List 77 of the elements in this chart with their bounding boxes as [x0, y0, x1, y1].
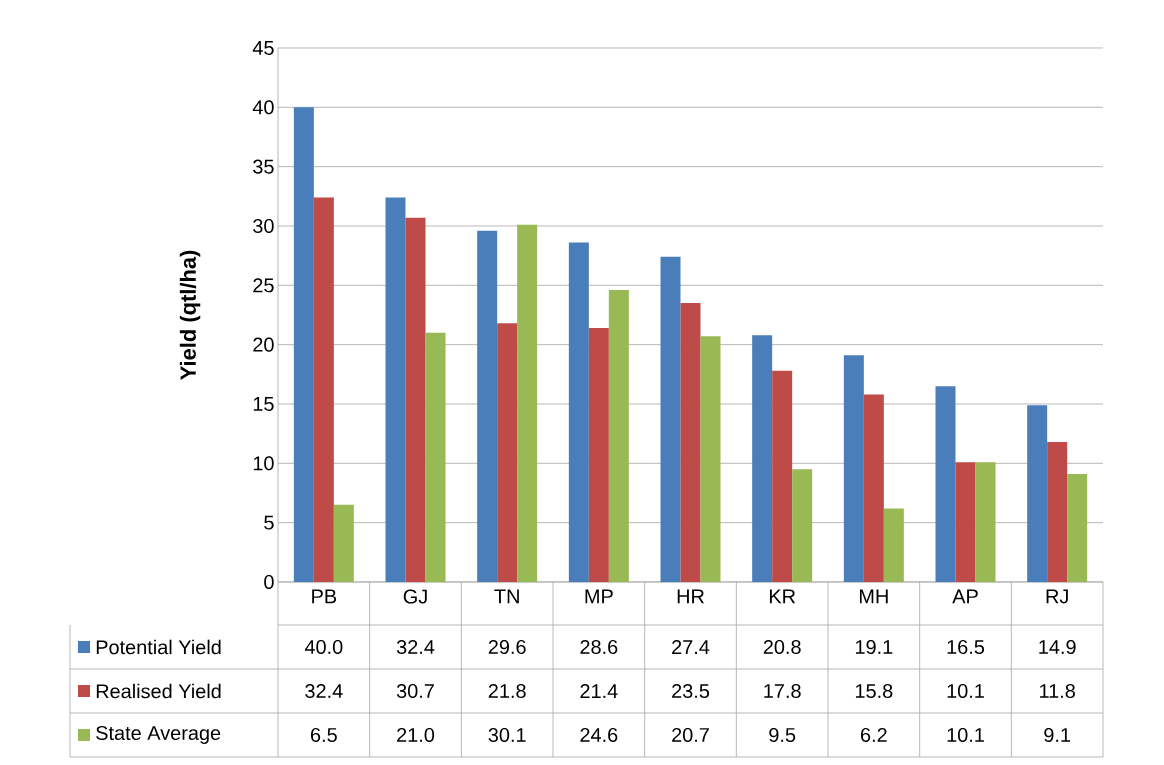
data-label: 23.5 — [672, 683, 710, 699]
x-tick-label: TN — [494, 589, 519, 604]
data-label: 40.0 — [304, 639, 343, 655]
y-tick-label: 15 — [253, 397, 274, 411]
bar — [313, 197, 334, 582]
data-label: 29.6 — [488, 639, 526, 655]
y-tick-label: 5 — [264, 515, 274, 530]
legend-label: Potential Yield — [96, 639, 221, 655]
bar — [975, 462, 996, 582]
x-tick-label: HR — [677, 589, 704, 604]
bar — [425, 332, 446, 582]
legend-label: State Average — [96, 725, 221, 745]
bar — [477, 230, 498, 582]
bar — [497, 323, 518, 582]
x-tick-label: AP — [952, 589, 978, 604]
x-tick-label: PB — [312, 589, 337, 604]
bar — [588, 328, 609, 582]
data-label: 30.7 — [396, 683, 434, 699]
bar — [1067, 474, 1088, 582]
bar — [385, 197, 406, 582]
bar — [863, 394, 884, 582]
data-label: 11.8 — [1040, 683, 1075, 699]
y-tick-label: 0 — [264, 574, 274, 590]
bar — [405, 217, 426, 582]
data-label: 27.4 — [672, 640, 710, 654]
data-label: 24.6 — [580, 727, 618, 743]
data-label: 16.5 — [947, 639, 985, 655]
y-tick-label: 10 — [253, 456, 274, 471]
data-label: 10.1 — [947, 727, 984, 743]
bar — [660, 256, 681, 582]
data-label: 32.4 — [396, 639, 435, 655]
data-label: 14.9 — [1039, 639, 1076, 655]
bar — [955, 462, 976, 582]
bar — [792, 469, 813, 582]
x-tick-label: MP — [585, 589, 613, 604]
data-label: 30.1 — [488, 727, 526, 743]
data-label: 15.8 — [855, 683, 893, 699]
bar — [700, 336, 721, 582]
y-axis-title: Yield (qtl/ha) — [179, 250, 201, 380]
data-label: 28.6 — [580, 639, 618, 655]
data-label: 9.5 — [769, 727, 796, 743]
bar — [608, 290, 629, 582]
bar — [517, 224, 538, 582]
bar — [293, 107, 314, 582]
bar — [883, 508, 904, 582]
data-label: 32.4 — [305, 683, 343, 699]
y-tick-label: 30 — [253, 218, 274, 234]
bar — [333, 504, 354, 582]
data-label: 17.8 — [764, 683, 801, 699]
data-label: 21.4 — [580, 684, 618, 698]
data-label: 21.0 — [397, 727, 435, 743]
y-tick-label: 20 — [253, 337, 274, 352]
y-tick-label: 35 — [253, 159, 274, 174]
x-tick-label: MH — [859, 589, 888, 604]
x-tick-label: KR — [769, 589, 796, 604]
data-label: 20.8 — [763, 639, 801, 655]
bar — [935, 386, 956, 582]
bar — [1047, 441, 1068, 582]
data-label: 6.5 — [311, 727, 337, 743]
bar — [1027, 405, 1048, 582]
bar — [772, 370, 793, 582]
x-tick-label: GJ — [403, 589, 427, 604]
data-label: 20.7 — [672, 727, 709, 743]
y-tick-label: 45 — [252, 41, 274, 55]
bar — [680, 303, 701, 582]
data-label: 6.2 — [861, 727, 887, 743]
data-label: 19.1 — [855, 639, 893, 655]
data-label: 9.1 — [1044, 727, 1071, 743]
bar — [568, 242, 589, 582]
y-tick-label: 40 — [252, 100, 274, 115]
data-label: 21.8 — [488, 683, 526, 699]
y-tick-label: 25 — [253, 278, 274, 293]
legend-label: Realised Yield — [96, 683, 221, 699]
x-tick-label: RJ — [1046, 589, 1068, 604]
bar — [752, 335, 773, 582]
bar — [843, 355, 864, 582]
data-label: 10.1 — [947, 683, 984, 699]
